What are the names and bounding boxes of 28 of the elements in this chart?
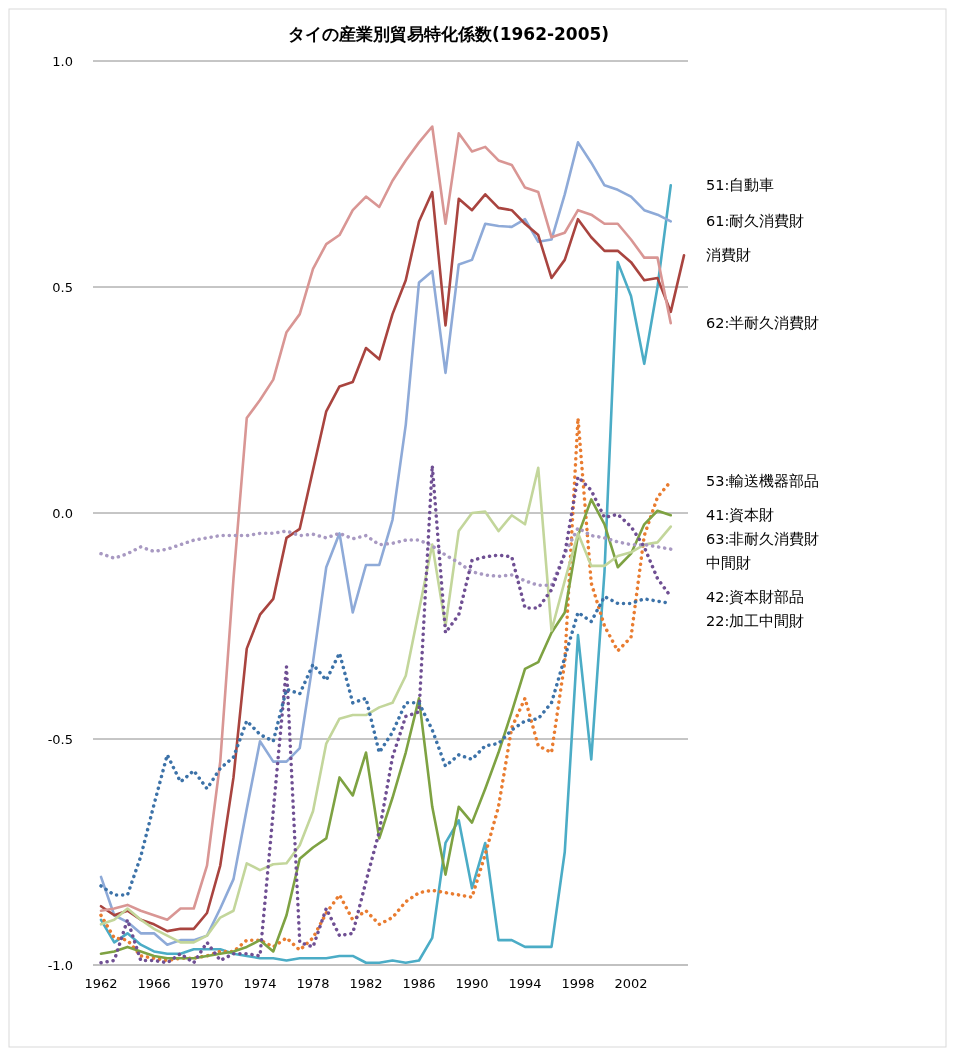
- x-tick-label: 1998: [561, 976, 595, 991]
- x-tick-label: 1990: [455, 976, 489, 991]
- text: 61:耐久消費財: [706, 213, 805, 230]
- text: 22:加工中間財: [706, 612, 805, 629]
- text: 53:輸送機器部品: [706, 473, 820, 490]
- text: 62:半耐久消費財: [706, 315, 820, 332]
- y-tick-label: 0.5: [52, 280, 73, 295]
- text: 51:自動車: [706, 177, 775, 194]
- x-tick-label: 1994: [508, 976, 542, 991]
- text: 中間財: [706, 555, 751, 572]
- x-tick-label: 1982: [349, 976, 383, 991]
- line-series: [99, 526, 673, 588]
- y-tick-label: 0.0: [52, 506, 73, 521]
- x-tick-label: 1978: [296, 976, 330, 991]
- x-tick-label: 1986: [402, 976, 436, 991]
- x-tick-label: 1970: [190, 976, 224, 991]
- series-label: 消費財: [706, 247, 751, 264]
- x-tick-label: 1974: [243, 976, 277, 991]
- y-tick-label: -1.0: [47, 958, 73, 973]
- y-tick-label: 1.0: [52, 54, 73, 69]
- x-tick-label: 2002: [614, 976, 648, 991]
- x-tick-label: 1966: [137, 976, 171, 991]
- text: 42:資本財部品: [706, 588, 805, 605]
- text: 41:資本財: [706, 507, 775, 524]
- chart-title: タイの産業別貿易特化係数(1962-2005): [287, 24, 610, 44]
- x-tick-label: 1962: [84, 976, 118, 991]
- text: 63:非耐久消費財: [706, 531, 820, 548]
- y-tick-label: -0.5: [47, 732, 73, 747]
